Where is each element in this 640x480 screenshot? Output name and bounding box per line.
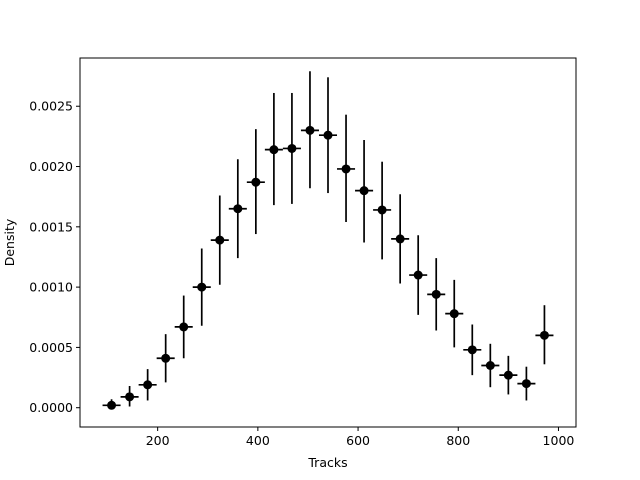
point-marker: [323, 130, 333, 140]
x-tick-label: 1000: [543, 433, 575, 448]
data-point: [427, 258, 446, 331]
data-point: [337, 114, 356, 222]
data-point: [463, 324, 482, 376]
point-marker: [341, 164, 351, 174]
data-point: [481, 343, 500, 388]
point-marker: [521, 379, 531, 389]
point-marker: [215, 235, 225, 245]
data-point: [318, 77, 338, 194]
point-marker: [539, 330, 549, 340]
data-point: [499, 355, 518, 395]
data-point: [210, 195, 229, 285]
point-marker: [431, 289, 441, 299]
point-marker: [287, 143, 297, 153]
point-marker: [467, 345, 477, 355]
y-axis-ticks: 0.0000 0.0005 0.0010 0.0015 0.0020 0.0025: [29, 99, 80, 415]
data-point: [246, 129, 265, 235]
point-marker: [179, 322, 189, 332]
point-marker: [395, 234, 405, 244]
point-marker: [125, 392, 135, 402]
data-point: [264, 92, 283, 206]
y-tick-label: 0.0010: [29, 280, 73, 295]
y-tick-label: 0.0000: [29, 400, 73, 415]
y-tick-label: 0.0025: [29, 99, 73, 114]
point-marker: [413, 270, 423, 280]
plot-frame: [79, 57, 577, 428]
data-point: [282, 92, 301, 204]
data-point: [445, 279, 464, 348]
x-axis-label: Tracks: [307, 455, 347, 470]
data-point: [192, 248, 211, 326]
x-tick-label: 400: [246, 433, 270, 448]
data-point: [102, 399, 121, 410]
y-tick-label: 0.0020: [29, 159, 73, 174]
point-marker: [359, 186, 369, 196]
point-marker: [377, 205, 387, 215]
y-tick-label: 0.0005: [29, 340, 73, 355]
point-marker: [233, 204, 243, 214]
data-point: [355, 140, 374, 243]
data-point: [156, 334, 175, 383]
data-point: [391, 194, 410, 284]
point-marker: [503, 370, 513, 380]
data-points: [102, 71, 554, 410]
x-axis-ticks: 200 400 600 800 1000: [146, 427, 575, 448]
point-marker: [143, 380, 153, 390]
x-tick-label: 200: [146, 433, 170, 448]
y-axis-label: Density: [2, 218, 17, 266]
point-marker: [107, 400, 117, 410]
point-marker: [449, 309, 459, 319]
data-point: [120, 386, 139, 407]
x-tick-label: 600: [346, 433, 370, 448]
y-tick-label: 0.0015: [29, 219, 73, 234]
point-marker: [161, 353, 171, 363]
data-point: [535, 305, 554, 365]
point-marker: [269, 145, 279, 155]
point-marker: [485, 361, 495, 370]
data-point: [174, 295, 193, 359]
data-point: [517, 366, 536, 401]
data-point: [373, 161, 392, 260]
point-marker: [305, 125, 315, 135]
data-point: [228, 159, 247, 259]
data-point: [300, 71, 319, 189]
x-tick-label: 800: [446, 433, 470, 448]
point-marker: [251, 177, 261, 187]
point-marker: [197, 282, 207, 292]
data-point: [138, 369, 157, 401]
data-point: [409, 235, 428, 315]
